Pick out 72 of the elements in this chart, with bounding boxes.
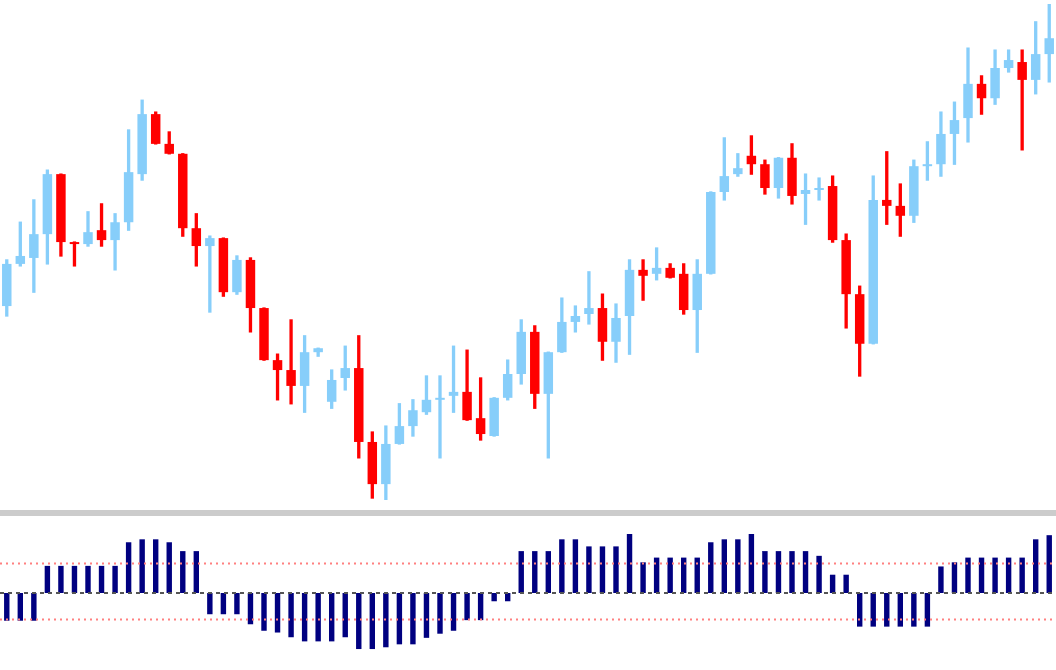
bar — [599, 546, 606, 593]
bar — [667, 557, 673, 593]
bar — [383, 593, 389, 648]
bar — [85, 565, 91, 593]
bar — [559, 539, 565, 593]
bar — [396, 593, 403, 645]
bar — [58, 565, 64, 593]
bar — [166, 542, 172, 593]
bar — [843, 574, 849, 593]
candlestick — [733, 153, 743, 177]
candlestick — [814, 177, 824, 201]
bar — [1019, 557, 1025, 593]
bar — [139, 539, 145, 593]
bar — [992, 557, 998, 593]
bar — [410, 593, 416, 645]
bar — [464, 593, 470, 621]
bar — [369, 593, 376, 650]
bar — [44, 565, 51, 593]
candlestick — [584, 271, 594, 325]
bar — [152, 539, 159, 593]
bar — [586, 546, 592, 593]
bar — [545, 551, 552, 593]
bar — [626, 534, 633, 593]
bar — [125, 542, 132, 593]
bar — [789, 551, 795, 593]
bar — [288, 593, 294, 638]
bar — [274, 593, 281, 633]
bar — [207, 593, 213, 615]
bar — [220, 593, 227, 615]
bar — [4, 593, 10, 621]
bar — [234, 593, 240, 615]
bar — [315, 593, 321, 642]
bar — [735, 539, 741, 593]
bar — [572, 539, 579, 593]
bar — [856, 593, 863, 627]
bar — [721, 539, 728, 593]
bar — [897, 593, 904, 627]
bar — [301, 593, 308, 642]
candlestick — [286, 319, 296, 405]
bar — [708, 542, 714, 593]
bar — [978, 557, 985, 593]
bar — [802, 551, 809, 593]
bar — [816, 555, 822, 593]
bar — [640, 562, 646, 593]
bar — [491, 593, 497, 602]
bar — [1046, 535, 1052, 593]
bar — [112, 565, 118, 593]
candlestick — [638, 259, 648, 301]
bar — [180, 551, 186, 593]
bar — [98, 565, 105, 593]
bar — [748, 534, 755, 593]
candlestick — [205, 235, 215, 313]
bar — [762, 551, 768, 593]
bar — [437, 593, 443, 634]
bar — [356, 593, 362, 650]
candlestick — [1017, 49, 1027, 151]
bar — [938, 566, 944, 593]
bar — [870, 593, 876, 627]
bar — [450, 593, 457, 631]
bar — [261, 593, 267, 631]
bar — [884, 593, 890, 627]
bar — [965, 557, 971, 593]
bar — [613, 546, 619, 593]
candlestick — [29, 199, 39, 293]
bar — [532, 551, 538, 593]
bar — [1032, 539, 1039, 593]
candlestick — [435, 375, 445, 459]
bar — [193, 551, 200, 593]
bar — [924, 593, 931, 627]
bar — [31, 593, 37, 621]
bar — [775, 551, 782, 593]
bar — [911, 593, 917, 627]
